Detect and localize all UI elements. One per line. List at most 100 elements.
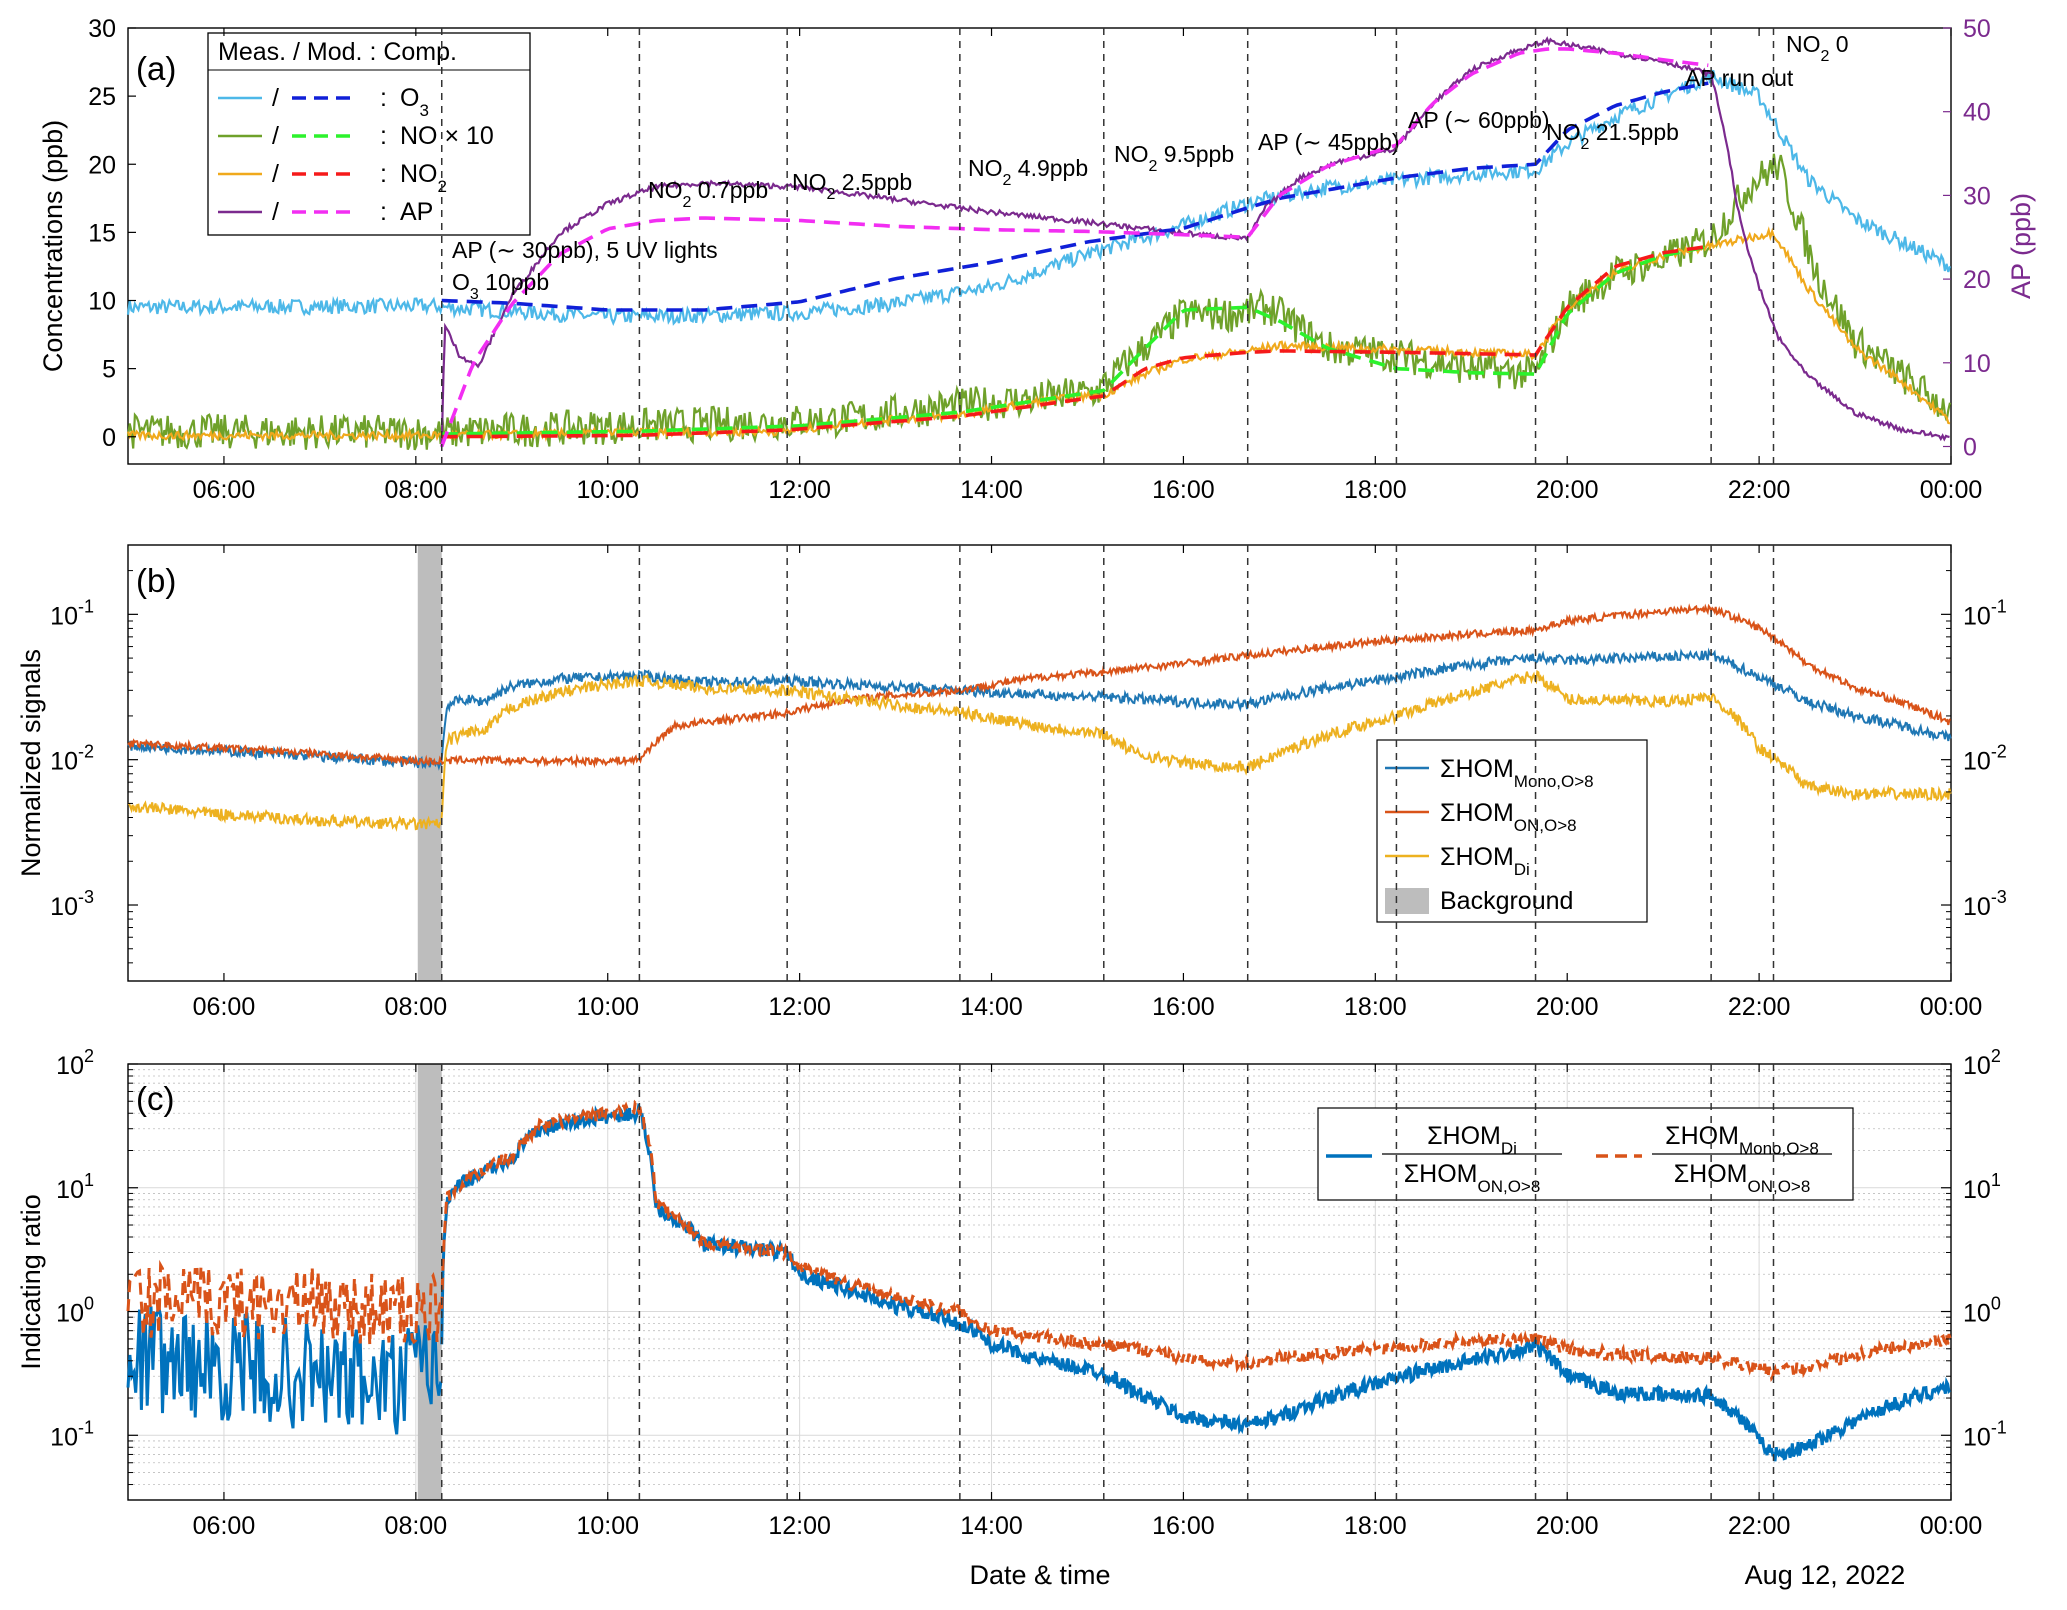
y-log-tick-base: 10 xyxy=(1963,1052,1991,1080)
y2-tick-label: 40 xyxy=(1963,99,1991,127)
x-tick-label: 00:00 xyxy=(1920,476,1983,504)
panel-b-frame xyxy=(127,544,1952,982)
legend-separator: / xyxy=(272,84,279,112)
legend-label-sub: Mono,O>8 xyxy=(1514,772,1594,791)
annotation-text: AP (∼ 60ppb) xyxy=(1408,107,1550,133)
panel-a-ylabel: Concentrations (ppb) xyxy=(38,120,68,372)
model-nox10-line xyxy=(441,244,1709,436)
y2-tick-label: 10 xyxy=(1963,350,1991,378)
series-b-1-line xyxy=(127,603,1951,769)
x-tick-label: 20:00 xyxy=(1536,993,1599,1021)
y-tick-label: 5 xyxy=(102,356,116,384)
y-log-tick-exp: -3 xyxy=(1991,887,2007,907)
legend-label-main: NO × 10 xyxy=(400,122,494,150)
y-log-tick-label: 101 xyxy=(56,1170,94,1204)
y-log-tick-base: 10 xyxy=(1963,602,1991,630)
annotation-subscript: 2 xyxy=(1821,48,1830,65)
legend-label-main: ΣHOM xyxy=(1440,799,1514,827)
panel-c-label: (c) xyxy=(136,1080,174,1117)
legend-numerator-sub: Mono,O>8 xyxy=(1739,1139,1819,1158)
panel-a-legend: Meas. / Mod. : Comp./:O3/:NO × 10/:NO2/:… xyxy=(207,32,531,236)
y-log-tick-label: 10-1 xyxy=(1963,596,2007,630)
y-log-tick-label: 10-3 xyxy=(1963,887,2007,921)
x-tick-label: 22:00 xyxy=(1728,476,1791,504)
y-log-tick-label: 10-1 xyxy=(50,1417,94,1451)
y-log-tick-label: 102 xyxy=(56,1046,94,1080)
legend-label-main: ΣHOM xyxy=(1440,843,1514,871)
y-log-tick-base: 10 xyxy=(1963,1423,1991,1451)
y-log-tick-exp: 1 xyxy=(84,1170,94,1190)
legend-label: AP xyxy=(400,198,433,226)
x-tick-label: 14:00 xyxy=(960,476,1023,504)
panel-a-y2label: AP (ppb) xyxy=(2006,193,2036,299)
legend-colon: : xyxy=(380,198,387,226)
annotation-text-tail: 0 xyxy=(1829,31,1848,57)
annotation-8: NO2 21.5ppb xyxy=(1546,119,1679,153)
series-c-1-line xyxy=(440,1099,1952,1382)
x-tick-label: 06:00 xyxy=(193,993,256,1021)
y-log-tick-label: 10-2 xyxy=(1963,742,2007,776)
x-tick-label: 12:00 xyxy=(768,993,831,1021)
y-log-tick-label: 101 xyxy=(1963,1170,2001,1204)
x-tick-label: 06:00 xyxy=(193,1512,256,1540)
legend-numerator-main: ΣHOM xyxy=(1665,1122,1739,1150)
legend-label-main: NO xyxy=(400,160,438,188)
y-log-tick-base: 10 xyxy=(50,748,78,776)
y-log-tick-base: 10 xyxy=(56,1052,84,1080)
y-log-tick-label: 10-1 xyxy=(50,596,94,630)
legend-colon: : xyxy=(380,160,387,188)
annotation-subscript: 3 xyxy=(470,286,479,303)
y-log-tick-label: 10-2 xyxy=(50,742,94,776)
x-tick-label: 16:00 xyxy=(1152,993,1215,1021)
y-log-tick-exp: -1 xyxy=(1991,596,2007,616)
y2-tick-label: 50 xyxy=(1963,15,1991,43)
annotation-text: AP run out xyxy=(1685,65,1794,91)
y-tick-label: 25 xyxy=(88,83,116,111)
panel-c-frame xyxy=(127,1063,1952,1501)
x-tick-label: 22:00 xyxy=(1728,993,1791,1021)
y-log-tick-exp: 0 xyxy=(84,1294,94,1314)
y-log-tick-base: 10 xyxy=(56,1300,84,1328)
x-tick-label: 18:00 xyxy=(1344,993,1407,1021)
y2-tick-label: 30 xyxy=(1963,182,1991,210)
x-tick-label: 14:00 xyxy=(960,993,1023,1021)
annotation-0: AP (∼ 30ppb), 5 UV lights xyxy=(452,237,718,263)
annotation-text: NO xyxy=(968,155,1003,181)
legend-numerator-sub: Di xyxy=(1501,1139,1517,1158)
legend-numerator: ΣHOMMono,O>8 xyxy=(1665,1122,1819,1158)
panel-c: (c) Indicating ratio ΣHOMDiΣHOMON,O>8ΣHO… xyxy=(16,1063,1952,1501)
annotation-1: O3 10ppb xyxy=(452,269,549,303)
annotation-subscript: 2 xyxy=(1149,158,1158,175)
series-c-3-line xyxy=(126,1259,443,1346)
panel-b: (b) Normalized signals ΣHOMMono,O>8ΣHOMO… xyxy=(16,544,1952,982)
legend-colon: : xyxy=(380,84,387,112)
y-log-tick-exp: 0 xyxy=(1991,1294,2001,1314)
series-no2-line xyxy=(126,226,1951,443)
panel-b-series xyxy=(127,603,1952,832)
legend-label-main: AP xyxy=(400,198,433,226)
annotation-text-tail: 10ppb xyxy=(479,269,549,295)
x-tick-label: 10:00 xyxy=(576,993,639,1021)
y2-tick-label: 20 xyxy=(1963,266,1991,294)
legend-label: Background xyxy=(1440,887,1573,915)
y-log-tick-exp: -1 xyxy=(78,596,94,616)
legend-label: O3 xyxy=(400,84,429,120)
x-tick-label: 10:00 xyxy=(576,1512,639,1540)
y-tick-label: 30 xyxy=(88,15,116,43)
annotation-text-tail: 4.9ppb xyxy=(1011,155,1088,181)
legend-label-sub: Di xyxy=(1514,860,1530,879)
y-log-tick-exp: 1 xyxy=(1991,1170,2001,1190)
legend-label-sub: 3 xyxy=(419,101,428,120)
y-log-tick-exp: -1 xyxy=(78,1417,94,1437)
panel-a-series xyxy=(126,36,1952,451)
y-log-tick-base: 10 xyxy=(50,602,78,630)
annotation-10: NO2 0 xyxy=(1786,31,1849,65)
y-tick-label: 20 xyxy=(88,151,116,179)
y-log-tick-label: 102 xyxy=(1963,1046,2001,1080)
y-log-tick-base: 10 xyxy=(56,1176,84,1204)
legend-background-swatch xyxy=(1385,888,1429,914)
annotation-text: AP (∼ 30ppb), 5 UV lights xyxy=(452,237,718,263)
x-axis-label: Date & time xyxy=(969,1560,1110,1590)
